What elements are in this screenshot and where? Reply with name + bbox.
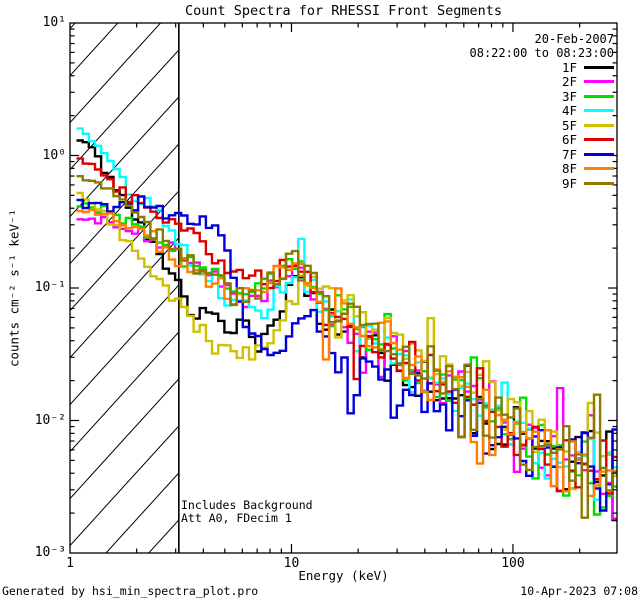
legend-label: 7F [561, 146, 577, 162]
hatch-line [70, 331, 179, 453]
axis-ticks [70, 23, 617, 553]
hatch-line [70, 23, 162, 124]
legend-entry: 1F [562, 60, 614, 75]
legend-color-swatch [584, 181, 614, 185]
x-axis-tick-label: 10 [283, 556, 300, 571]
legend-entry: 2F [561, 74, 614, 90]
legend-label: 2F [561, 74, 577, 90]
legend-entry: 8F [561, 161, 614, 177]
hatch-line [70, 425, 179, 547]
legend-color-swatch [584, 138, 614, 142]
annotation-attenuator-state: Att A0, FDecim 1 [181, 511, 292, 525]
hatch-line [70, 284, 179, 406]
legend-date: 20-Feb-2007 [534, 32, 614, 46]
hatch-region [70, 23, 179, 553]
y-axis-tick-label: 10⁻³ [34, 545, 66, 560]
legend-color-swatch [584, 167, 614, 171]
hatch-line [105, 472, 179, 553]
legend-entry: 3F [562, 89, 614, 104]
series-5F [76, 191, 617, 491]
legend-label: 5F [561, 117, 577, 133]
legend-label: 9F [561, 175, 577, 191]
chart-title: Count Spectra for RHESSI Front Segments [185, 3, 502, 19]
legend-label: 3F [561, 88, 577, 104]
series-6F [76, 157, 617, 495]
legend-color-swatch [584, 80, 614, 84]
hatch-line [70, 49, 179, 171]
annotation-block: Includes Background Att A0, FDecim 1 [181, 499, 313, 525]
y-axis-tick-label: 10⁻² [34, 412, 66, 428]
legend-color-swatch [584, 152, 614, 156]
legend-color-swatch [584, 123, 614, 127]
series-7F [76, 195, 617, 512]
hatch-line [70, 378, 179, 500]
y-axis-title: counts cm⁻² s⁻¹ keV⁻¹ [6, 208, 22, 368]
render-timestamp: 10-Apr-2023 07:08 [520, 584, 638, 598]
legend-time-range: 08:22:00 to 08:23:00 [469, 46, 615, 60]
legend-label: 8F [561, 161, 577, 177]
hatch-line [148, 519, 179, 553]
hatch-line [70, 237, 179, 359]
plot-frame [69, 22, 618, 554]
legend-entry: 4F [561, 103, 614, 119]
x-axis-tick-label: 100 [501, 556, 525, 571]
x-axis-title: Energy (keV) [298, 568, 389, 583]
generator-credit: Generated by hsi_min_spectra_plot.pro [2, 584, 259, 598]
hatch-line [70, 23, 119, 77]
legend-entry: 6F [561, 132, 614, 148]
x-axis-tick-label: 1 [66, 556, 74, 571]
legend-color-swatch [584, 94, 614, 98]
legend: 1F 2F 3F 4F 5F 6F 7F 8F 9F [562, 60, 614, 191]
annotation-includes-background: Includes Background [181, 498, 313, 512]
legend-color-swatch [584, 65, 614, 69]
legend-entry: 5F [562, 118, 614, 133]
legend-label: 1F [561, 59, 577, 75]
legend-label: 4F [561, 103, 577, 119]
legend-entry: 9F [562, 176, 614, 191]
hatch-line [70, 143, 179, 265]
y-axis-tick-label: 10⁻¹ [34, 280, 66, 295]
series-9F [76, 175, 617, 519]
legend-label: 6F [561, 132, 577, 148]
y-axis-tick-label: 10¹ [42, 15, 66, 30]
y-axis-tick-label: 10⁰ [42, 147, 66, 163]
legend-entry: 7F [562, 147, 614, 162]
legend-color-swatch [584, 109, 614, 113]
